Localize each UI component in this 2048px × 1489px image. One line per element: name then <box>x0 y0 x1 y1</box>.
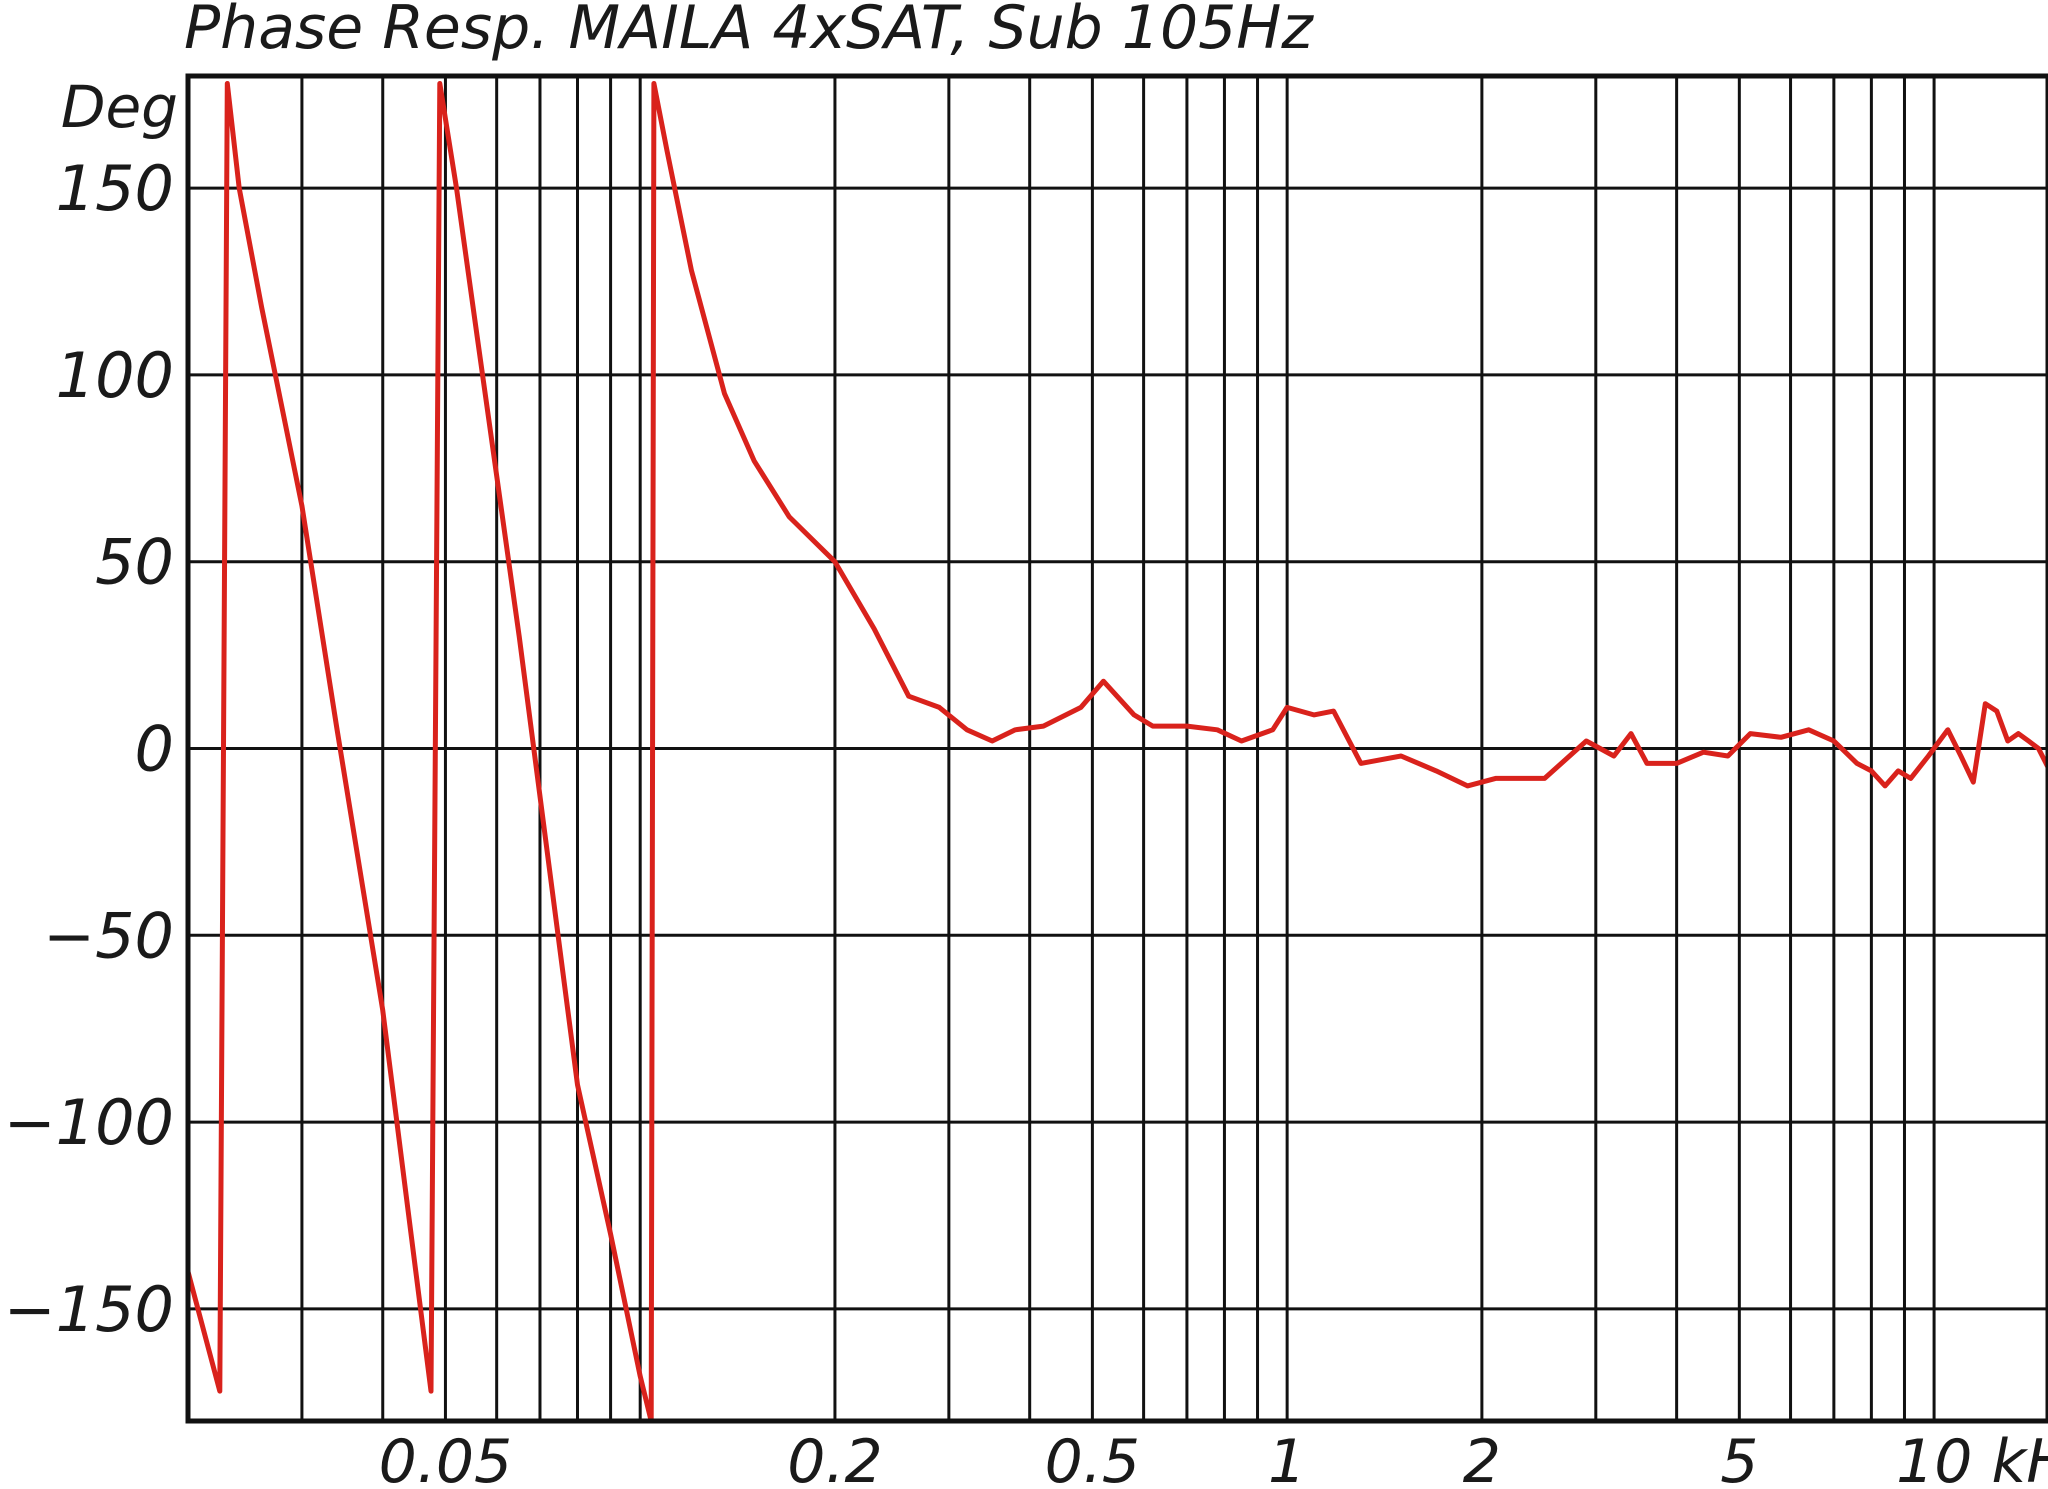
y-axis-label: Deg <box>61 73 178 141</box>
y-tick-label: 0 <box>135 713 174 786</box>
x-tick-label: 0.5 <box>1045 1427 1140 1489</box>
x-tick-label: 0.2 <box>787 1427 882 1489</box>
x-tick-label: 5 <box>1720 1427 1758 1489</box>
y-tick-label: −50 <box>43 899 174 972</box>
series-layer <box>185 81 2048 1424</box>
x-tick-label: 10 kHz <box>1896 1427 2048 1489</box>
chart-title: Phase Resp. MAILA 4xSAT, Sub 105Hz <box>184 0 1314 63</box>
y-tick-label: 50 <box>95 526 174 599</box>
x-tick-labels: 0.05 0.2 0.5 1 2 5 10 kHz <box>379 1427 2048 1489</box>
x-tick-label: 0.05 <box>379 1427 513 1489</box>
plot-frame <box>185 73 2048 1424</box>
y-tick-label: 100 <box>56 339 174 412</box>
y-tick-labels: 150 100 50 0 −50 −100 −150 <box>4 152 174 1346</box>
y-tick-label: −150 <box>4 1273 174 1346</box>
x-tick-label: 1 <box>1268 1427 1306 1489</box>
grid-lines <box>188 76 2048 1421</box>
y-tick-label: 150 <box>56 152 174 225</box>
phase-series-line <box>185 81 2048 1424</box>
x-tick-label: 2 <box>1463 1427 1501 1489</box>
y-tick-label: −100 <box>4 1086 174 1159</box>
